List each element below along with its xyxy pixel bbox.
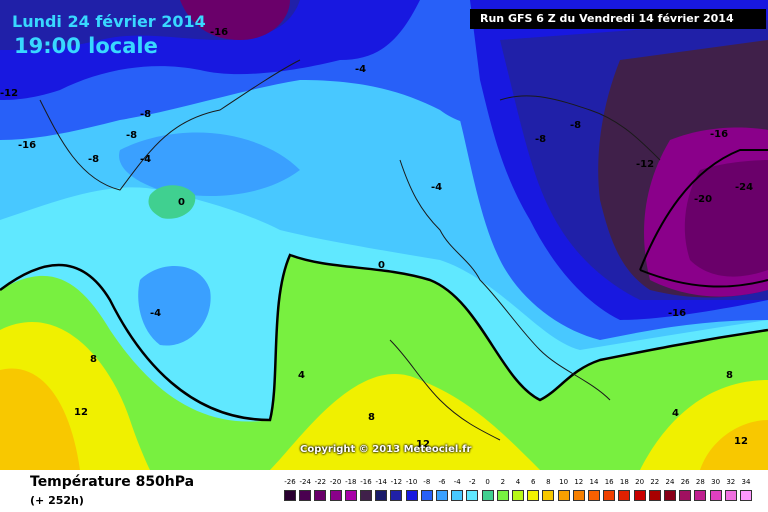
scale-swatch xyxy=(557,490,570,501)
contour-label: -8 xyxy=(140,109,151,120)
scale-swatch xyxy=(466,490,479,501)
color-scale: -26 -24 -22 -20 -18 -16 -14 -12 -10 -8 -6 -4 -2 0 2 4 6 8… xyxy=(282,470,752,512)
scale-swatch xyxy=(724,490,737,501)
scale-label: 26 xyxy=(680,478,690,486)
contour-label: -4 xyxy=(150,308,161,319)
scale-label: 4 xyxy=(515,478,521,486)
scale-swatch xyxy=(664,490,676,501)
contour-label: -4 xyxy=(355,64,366,75)
scale-label: 18 xyxy=(619,478,629,486)
scale-label: -18 xyxy=(345,478,357,486)
scale-label: 16 xyxy=(604,478,614,486)
scale-label: 0 xyxy=(485,478,490,486)
contour-label: -4 xyxy=(140,154,151,165)
scale-label: -14 xyxy=(375,478,387,486)
scale-label: 22 xyxy=(650,478,660,486)
legend-footer: Température 850hPa (+ 252h) -26 -24 -22 -20… xyxy=(0,470,768,512)
contour-label: -8 xyxy=(570,120,581,131)
scale-swatch xyxy=(542,490,555,501)
scale-swatch xyxy=(572,490,585,501)
contour-label: 4 xyxy=(298,370,305,381)
scale-swatch xyxy=(679,490,692,501)
scale-swatch xyxy=(527,490,540,501)
contour-label: -8 xyxy=(126,130,137,141)
contour-label: -4 xyxy=(431,182,442,193)
scale-swatch xyxy=(648,490,661,501)
scale-swatch xyxy=(314,490,327,501)
scale-label: -22 xyxy=(314,478,327,486)
variable-title: Température 850hPa xyxy=(30,474,195,490)
scale-label: 34 xyxy=(741,478,751,486)
contour-label: 12 xyxy=(734,436,748,447)
scale-label: 2 xyxy=(500,478,506,486)
scale-label: 14 xyxy=(589,478,599,486)
scale-label: -26 xyxy=(284,478,296,486)
scale-swatch xyxy=(344,490,357,501)
contour-label: -16 xyxy=(668,308,686,319)
scale-swatch xyxy=(436,490,448,501)
scale-swatch xyxy=(390,490,403,501)
scale-label: -8 xyxy=(423,478,431,486)
contour-label: 8 xyxy=(368,412,375,423)
forecast-date: Lundi 24 février 2014 xyxy=(12,12,206,31)
scale-swatch xyxy=(420,490,433,501)
scale-swatch xyxy=(299,490,312,501)
contour-label: 4 xyxy=(672,408,679,419)
scale-swatch xyxy=(603,490,616,501)
contour-label: -8 xyxy=(88,154,99,165)
contour-label: -12 xyxy=(0,88,18,99)
scale-swatch xyxy=(588,490,600,501)
scale-swatch xyxy=(284,490,296,501)
forecast-time: 19:00 locale xyxy=(14,34,158,58)
scale-label: -10 xyxy=(405,478,418,486)
scale-label: -24 xyxy=(299,478,311,486)
scale-label: 12 xyxy=(574,478,584,486)
forecast-offset: (+ 252h) xyxy=(30,494,84,507)
contour-label: -8 xyxy=(535,134,546,145)
scale-label: -4 xyxy=(453,478,461,486)
contour-label: -12 xyxy=(636,159,654,170)
scale-label: 6 xyxy=(530,478,536,486)
scale-swatch xyxy=(481,490,494,501)
contour-label: -16 xyxy=(710,129,728,140)
scale-swatch xyxy=(740,490,752,501)
scale-swatch xyxy=(360,490,372,501)
run-info-banner: Run GFS 6 Z du Vendredi 14 février 2014 xyxy=(470,9,766,29)
scale-label: 30 xyxy=(711,478,721,486)
scale-swatch xyxy=(405,490,418,501)
scale-swatch xyxy=(451,490,464,501)
scale-swatch xyxy=(618,490,631,501)
contour-label: 12 xyxy=(74,407,88,418)
scale-label: 8 xyxy=(546,478,551,486)
scale-label: -20 xyxy=(329,478,342,486)
scale-label: -6 xyxy=(438,478,446,486)
scale-swatch xyxy=(633,490,646,501)
contour-label: -16 xyxy=(18,140,36,151)
scale-label: 10 xyxy=(559,478,569,486)
scale-label: -2 xyxy=(468,478,476,486)
scale-label: 24 xyxy=(665,478,675,486)
scale-swatch xyxy=(512,490,524,501)
scale-swatch xyxy=(496,490,509,501)
scale-swatch xyxy=(694,490,707,501)
contour-label: -20 xyxy=(694,194,712,205)
temperature-map: -16 -12 -16 -4 -8 -8 -8 -4 -8 -8 -16 -12… xyxy=(0,0,768,470)
scale-label: 28 xyxy=(695,478,705,486)
contour-label: -24 xyxy=(735,182,753,193)
contour-label: 8 xyxy=(726,370,733,381)
contour-label: 12 xyxy=(416,439,430,450)
scale-swatch xyxy=(329,490,342,501)
scale-swatch xyxy=(375,490,388,501)
scale-label: 20 xyxy=(635,478,645,486)
contour-label: 0 xyxy=(378,260,385,271)
scale-label: 32 xyxy=(726,478,736,486)
scale-label: -12 xyxy=(390,478,403,486)
scale-label: -16 xyxy=(360,478,372,486)
contour-label: 0 xyxy=(178,197,185,208)
contour-label: 8 xyxy=(90,354,97,365)
copyright-notice: Copyright © 2013 Meteociel.fr xyxy=(300,444,472,455)
scale-swatch xyxy=(709,490,722,501)
contour-label: -16 xyxy=(210,27,228,38)
